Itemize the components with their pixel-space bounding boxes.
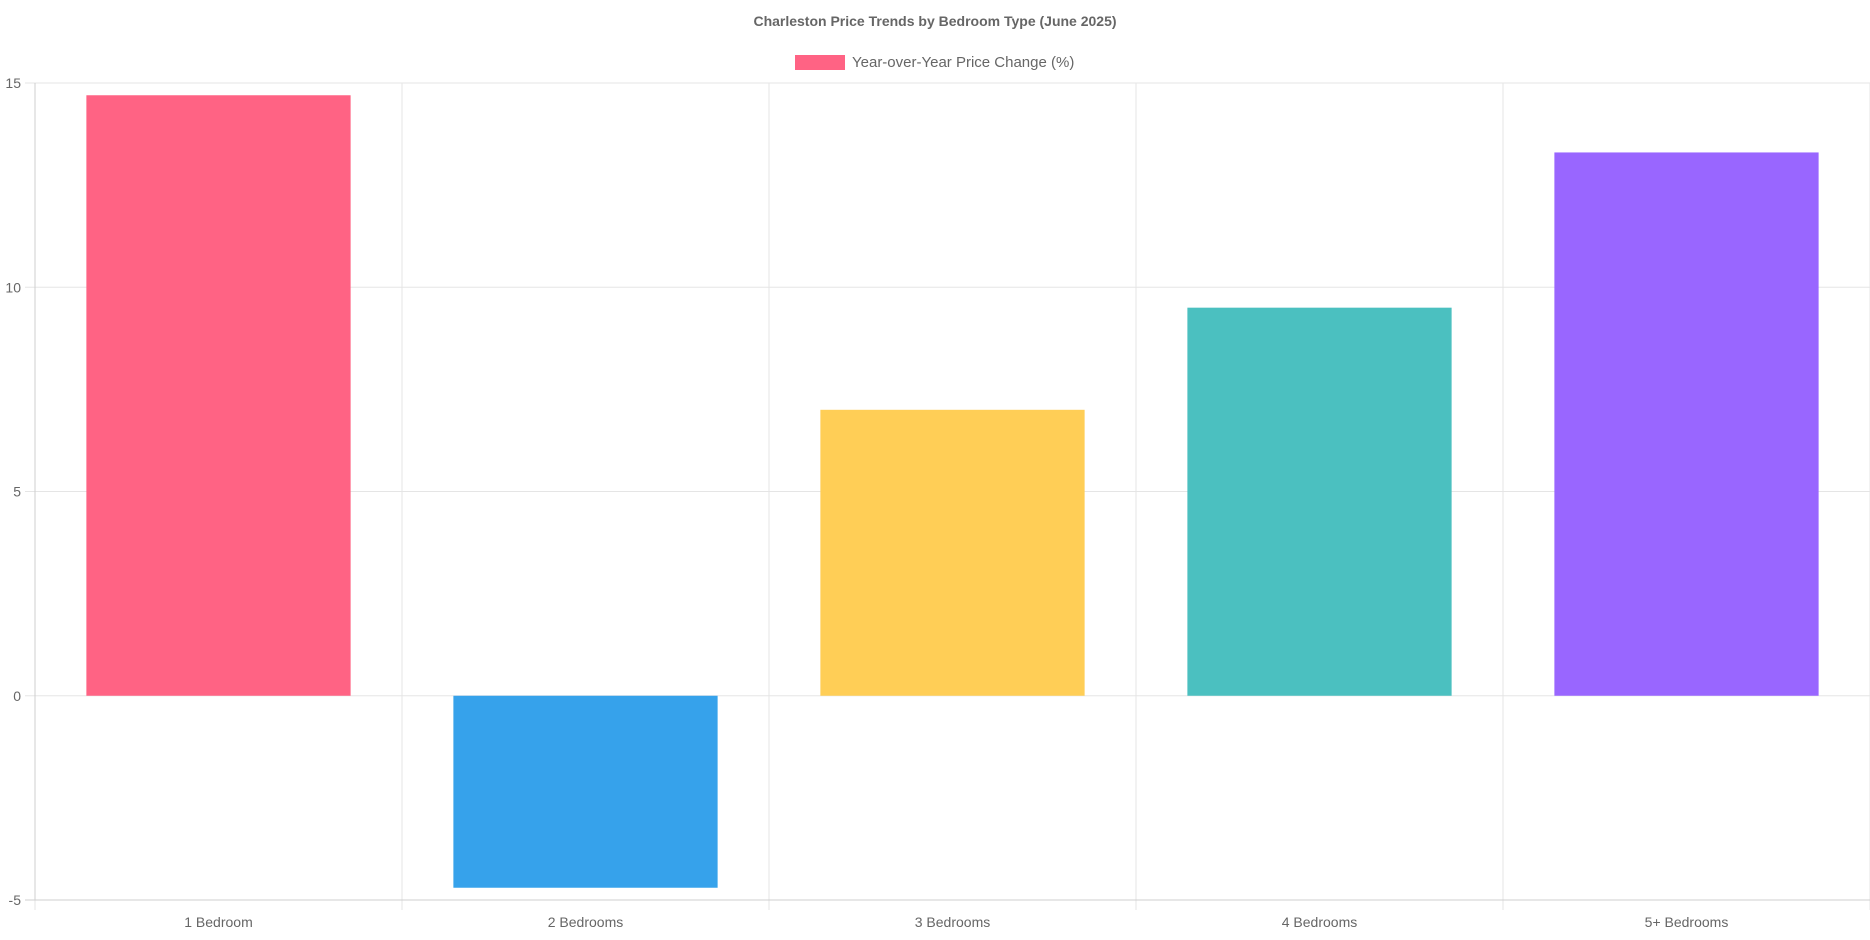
- y-tick-label: 15: [5, 75, 21, 91]
- y-tick-label: 10: [5, 279, 21, 295]
- x-tick-label: 4 Bedrooms: [1282, 914, 1357, 930]
- y-axis-ticks: -5 0 5 10 15: [5, 75, 21, 908]
- bar[interactable]: [86, 95, 351, 696]
- axes: [25, 83, 1870, 901]
- x-tick-label: 2 Bedrooms: [548, 914, 623, 930]
- legend-label: Year-over-Year Price Change (%): [852, 54, 1074, 71]
- y-tick-label: 5: [13, 484, 21, 500]
- legend-swatch: [795, 55, 845, 70]
- x-tick-label: 1 Bedroom: [184, 914, 252, 930]
- y-tick-label: -5: [9, 892, 22, 908]
- x-axis-ticks: 1 Bedroom 2 Bedrooms 3 Bedrooms 4 Bedrooms 5…: [184, 914, 1728, 930]
- bar[interactable]: [820, 409, 1085, 696]
- bar[interactable]: [453, 695, 718, 888]
- x-tick-label: 5+ Bedrooms: [1645, 914, 1729, 930]
- legend[interactable]: Year-over-Year Price Change (%): [795, 54, 1074, 71]
- bar[interactable]: [1554, 152, 1819, 696]
- x-tick-label: 3 Bedrooms: [915, 914, 990, 930]
- y-tick-label: 0: [13, 688, 21, 704]
- bar[interactable]: [1187, 307, 1452, 696]
- bars: [86, 95, 1819, 888]
- chart-title: Charleston Price Trends by Bedroom Type …: [753, 13, 1116, 29]
